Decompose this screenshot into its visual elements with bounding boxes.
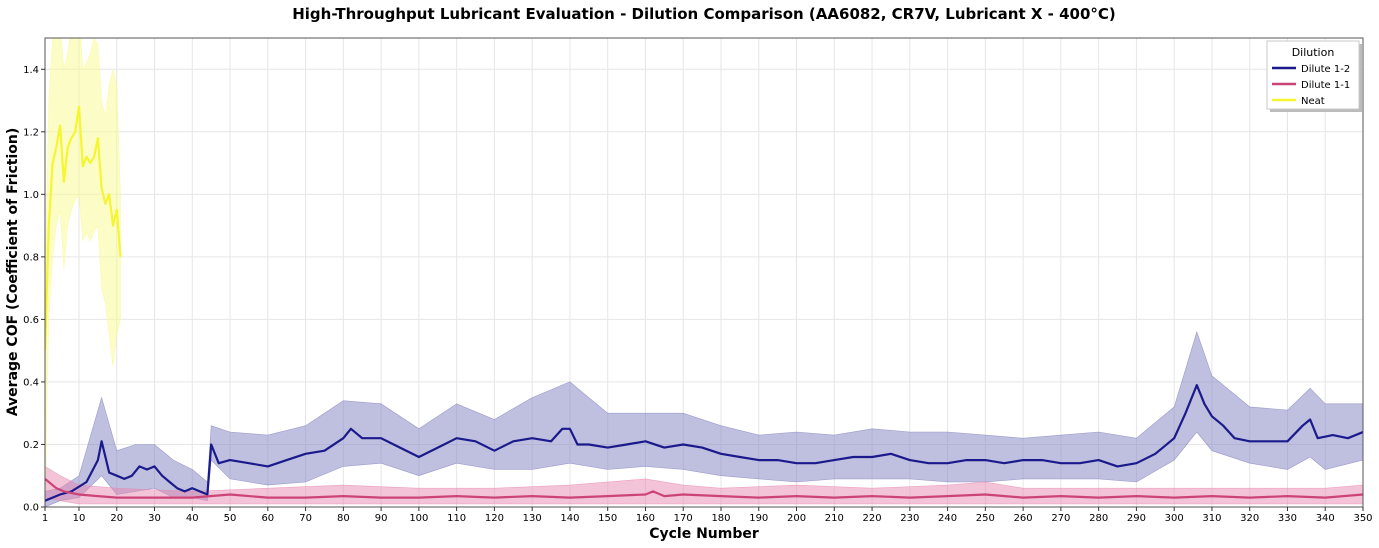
x-tick-label: 1 xyxy=(42,513,48,524)
line-neat xyxy=(45,105,122,351)
y-tick-label: 0.0 xyxy=(23,503,39,514)
x-tick-label: 80 xyxy=(337,513,350,524)
legend-label-dilute-1-2: Dilute 1-2 xyxy=(1301,64,1350,75)
line-dilute-1-2 xyxy=(45,384,1363,502)
x-tick-label: 310 xyxy=(1202,513,1221,524)
band-dilute-1-2 xyxy=(45,330,1363,507)
y-tick-label: 1.0 xyxy=(23,190,39,201)
x-tick-label: 130 xyxy=(523,513,542,524)
x-tick-label: 260 xyxy=(1014,513,1033,524)
x-tick-label: 110 xyxy=(447,513,466,524)
plot-frame xyxy=(44,37,1364,508)
x-tick-label: 60 xyxy=(261,513,274,524)
x-tick-label: 160 xyxy=(636,513,655,524)
legend-title: Dilution xyxy=(1292,46,1335,59)
band-dilute-1-1 xyxy=(45,466,1363,505)
x-tick-label: 10 xyxy=(73,513,86,524)
x-tick-label: 270 xyxy=(1051,513,1070,524)
x-tick-label: 330 xyxy=(1278,513,1297,524)
x-tick-label: 30 xyxy=(148,513,161,524)
y-tick-label: 0.2 xyxy=(23,440,39,451)
x-tick-label: 20 xyxy=(110,513,123,524)
x-tick-label: 320 xyxy=(1240,513,1259,524)
legend-label-neat: Neat xyxy=(1301,96,1325,107)
x-tick-label: 180 xyxy=(711,513,730,524)
x-tick-label: 170 xyxy=(674,513,693,524)
x-tick-label: 300 xyxy=(1165,513,1184,524)
y-tick-label: 0.4 xyxy=(23,377,39,388)
y-tick-label: 0.8 xyxy=(23,252,39,263)
x-tick-label: 90 xyxy=(375,513,388,524)
x-tick-label: 120 xyxy=(485,513,504,524)
axes xyxy=(44,37,1364,508)
x-axis-label: Cycle Number xyxy=(649,526,759,542)
x-tick-label: 240 xyxy=(938,513,957,524)
x-tick-label: 140 xyxy=(560,513,579,524)
y-axis-label: Average COF (Coefficient of Friction) xyxy=(5,128,21,417)
confidence-bands xyxy=(45,38,1363,507)
legend: Dilution Dilute 1-2 Dilute 1-1 Neat xyxy=(1266,40,1362,112)
x-tick-labels: 1 10 20 30 40 50 60 70 80 90 100 110 120 130 140 150 160… xyxy=(42,507,1373,524)
line-dilute-1-1 xyxy=(45,478,1363,499)
chart-title: High-Throughput Lubricant Evaluation - D… xyxy=(292,5,1116,23)
x-tick-label: 280 xyxy=(1089,513,1108,524)
x-tick-label: 290 xyxy=(1127,513,1146,524)
x-tick-label: 230 xyxy=(900,513,919,524)
y-tick-label: 1.2 xyxy=(23,127,39,138)
x-tick-label: 200 xyxy=(787,513,806,524)
x-tick-label: 100 xyxy=(409,513,428,524)
y-tick-labels: 0.0 0.2 0.4 0.6 0.8 1.0 1.2 1.4 xyxy=(23,65,45,514)
band-neat xyxy=(45,38,121,507)
x-tick-label: 70 xyxy=(299,513,312,524)
x-tick-label: 50 xyxy=(224,513,237,524)
y-tick-label: 0.6 xyxy=(23,315,39,326)
series-lines xyxy=(45,105,1363,502)
legend-label-dilute-1-1: Dilute 1-1 xyxy=(1301,80,1350,91)
x-tick-label: 340 xyxy=(1316,513,1335,524)
x-tick-label: 350 xyxy=(1353,513,1372,524)
y-tick-label: 1.4 xyxy=(23,65,39,76)
x-tick-label: 220 xyxy=(863,513,882,524)
x-tick-label: 150 xyxy=(598,513,617,524)
x-tick-label: 250 xyxy=(976,513,995,524)
legend-box xyxy=(1266,40,1360,110)
x-tick-label: 40 xyxy=(186,513,199,524)
x-tick-label: 210 xyxy=(825,513,844,524)
x-tick-label: 190 xyxy=(749,513,768,524)
